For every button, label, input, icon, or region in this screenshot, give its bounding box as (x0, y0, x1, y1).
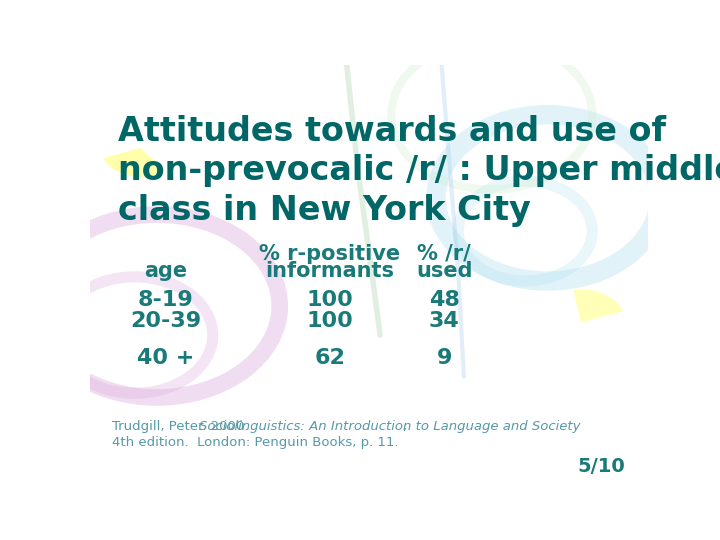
Text: Sociolinguistics: An Introduction to Language and Society: Sociolinguistics: An Introduction to Lan… (199, 420, 580, 433)
Text: 8-19: 8-19 (138, 290, 193, 310)
Text: ,: , (402, 420, 407, 433)
Text: 40 +: 40 + (137, 348, 194, 368)
Text: 62: 62 (315, 348, 346, 368)
Text: 4th edition.  London: Penguin Books, p. 11.: 4th edition. London: Penguin Books, p. 1… (112, 436, 399, 449)
Wedge shape (573, 289, 623, 322)
Text: age: age (144, 261, 187, 281)
Text: 100: 100 (307, 310, 354, 330)
Text: informants: informants (266, 261, 395, 281)
Text: Attitudes towards and use of
non-prevocalic /r/ : Upper middle
class in New York: Attitudes towards and use of non-prevoca… (118, 114, 720, 227)
Text: % r-positive: % r-positive (259, 244, 400, 264)
Text: 5/10: 5/10 (578, 456, 626, 476)
Wedge shape (104, 148, 166, 177)
Text: 100: 100 (307, 290, 354, 310)
Text: Trudgill, Peter. 2000.: Trudgill, Peter. 2000. (112, 420, 253, 433)
Text: 48: 48 (429, 290, 460, 310)
Text: used: used (416, 261, 472, 281)
Text: % /r/: % /r/ (418, 244, 471, 264)
Text: 9: 9 (436, 348, 452, 368)
Text: 34: 34 (429, 310, 459, 330)
Text: 20-39: 20-39 (130, 310, 201, 330)
